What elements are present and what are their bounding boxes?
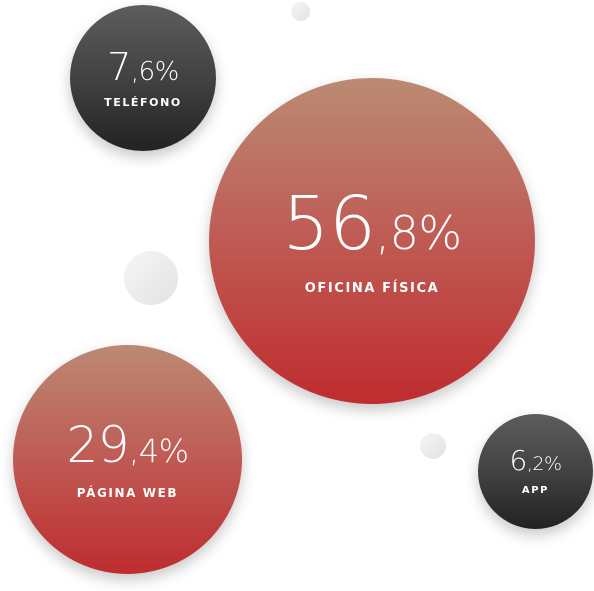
bubble-value: 6,2% bbox=[509, 444, 562, 477]
bubble-pagina-web: 29,4% PÁGINA WEB bbox=[13, 345, 242, 574]
value-decimal: ,6% bbox=[130, 56, 180, 87]
bubble-app: 6,2% APP bbox=[478, 414, 593, 529]
bubble-value: 29,4% bbox=[66, 420, 189, 470]
bubble-value: 56,8% bbox=[282, 187, 463, 261]
bubble-label: OFICINA FÍSICA bbox=[304, 280, 440, 296]
bubble-label: APP bbox=[521, 485, 550, 496]
value-decimal: ,4% bbox=[129, 431, 189, 470]
value-integer: 56 bbox=[282, 180, 376, 267]
decorative-dot bbox=[420, 433, 446, 459]
bubble-telefono: 7,6% TELÉFONO bbox=[70, 5, 216, 151]
bubble-value: 7,6% bbox=[107, 48, 179, 86]
bubble-oficina-fisica: 56,8% OFICINA FÍSICA bbox=[209, 78, 535, 404]
decorative-dot bbox=[291, 2, 310, 21]
value-integer: 29 bbox=[66, 415, 130, 474]
value-decimal: ,8% bbox=[375, 205, 463, 260]
bubble-label: TELÉFONO bbox=[104, 95, 182, 109]
value-integer: 6 bbox=[509, 444, 527, 477]
value-decimal: ,2% bbox=[526, 453, 562, 475]
value-integer: 7 bbox=[107, 44, 131, 89]
bubble-label: PÁGINA WEB bbox=[76, 485, 179, 500]
decorative-dot bbox=[124, 251, 178, 305]
